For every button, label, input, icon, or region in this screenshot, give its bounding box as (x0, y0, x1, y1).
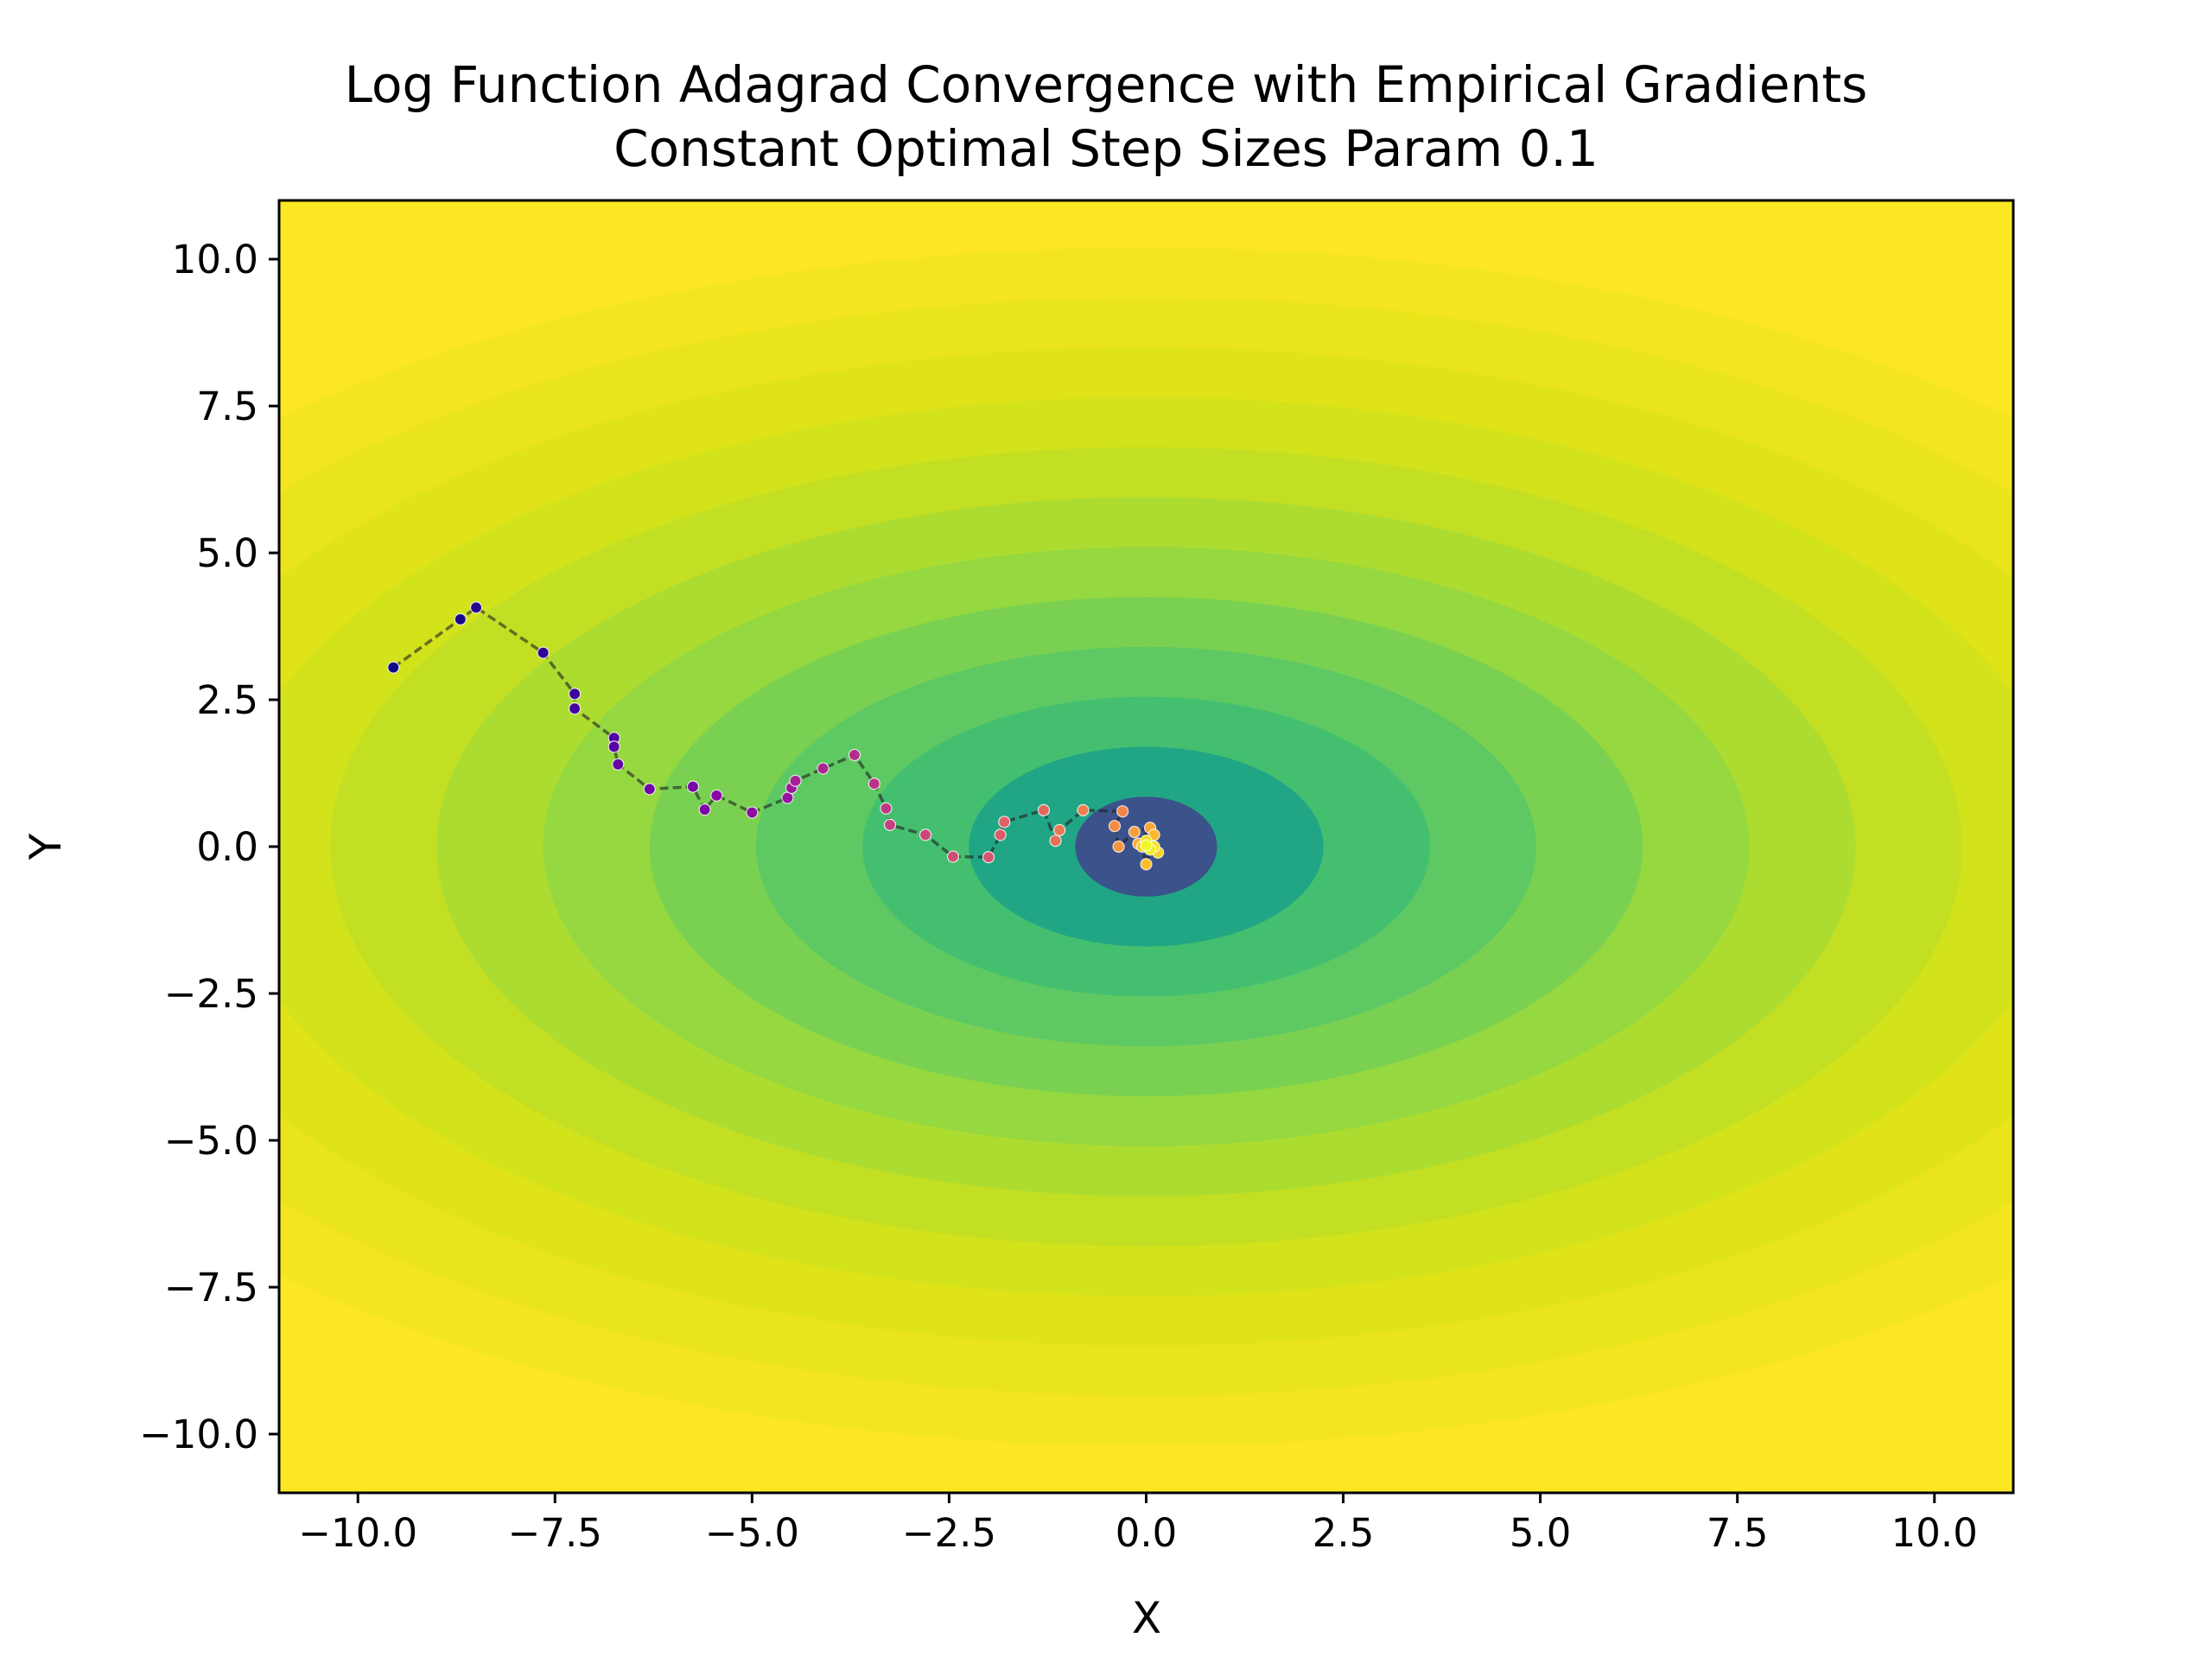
x-tick-label: 0.0 (1116, 1510, 1178, 1556)
y-tick-label: 0.0 (196, 824, 258, 870)
y-axis-label: Y (21, 833, 71, 860)
x-axis: −10.0 −7.5 −5.0 −2.5 0.0 2.5 5.0 7.5 10.0 (298, 1493, 1978, 1556)
iterate-point (643, 783, 656, 796)
iterate-point (789, 774, 802, 787)
y-tick-label: −7.5 (164, 1265, 258, 1311)
iterate-point (868, 778, 880, 790)
iterate-point (612, 758, 625, 771)
iterate-point (880, 802, 893, 815)
y-tick-label: 10.0 (172, 237, 258, 282)
iterate-point (817, 762, 830, 775)
x-tick-label: 5.0 (1510, 1510, 1572, 1556)
iterate-point (710, 789, 723, 802)
iterate-point (569, 702, 582, 715)
iterate-point (998, 816, 1011, 828)
iterate-point (883, 818, 897, 831)
y-axis: −10.0 −7.5 −5.0 −2.5 0.0 2.5 5.0 7.5 10.0 (139, 237, 279, 1457)
chart-subtitle: Constant Optimal Step Sizes Param 0.1 (613, 119, 1599, 178)
iterate-point (1140, 858, 1153, 871)
iterate-point (1053, 823, 1066, 837)
iterate-point (848, 748, 861, 762)
iterate-point (982, 851, 995, 864)
y-tick-label: −2.5 (164, 971, 258, 1017)
iterate-point (1077, 803, 1090, 816)
iterate-point (1140, 839, 1153, 852)
y-tick-label: 2.5 (196, 677, 258, 723)
x-tick-label: 2.5 (1313, 1510, 1375, 1556)
x-tick-label: 7.5 (1707, 1510, 1769, 1556)
iterate-point (1112, 840, 1125, 854)
iterate-point (469, 601, 483, 614)
iterate-markers (387, 601, 1165, 871)
iterate-point (994, 828, 1007, 841)
iterate-point (1037, 803, 1051, 816)
iterate-point (698, 803, 711, 816)
iterate-point (569, 688, 582, 701)
contour-background (279, 200, 2013, 1493)
iterate-point (1128, 825, 1141, 839)
iterate-point (746, 806, 759, 819)
x-tick-label: −2.5 (902, 1510, 996, 1556)
iterate-point (686, 780, 700, 793)
iterate-point (1049, 835, 1062, 847)
iterate-point (607, 740, 620, 753)
iterate-point (537, 646, 550, 659)
iterate-point (454, 613, 467, 625)
iterate-point (1108, 820, 1122, 833)
iterate-point (387, 661, 400, 674)
y-tick-label: −10.0 (139, 1412, 258, 1457)
x-tick-label: −5.0 (705, 1510, 799, 1556)
chart-title: Log Function Adagrad Convergence with Em… (345, 55, 1868, 114)
y-tick-label: 5.0 (196, 530, 258, 576)
x-tick-label: −10.0 (298, 1510, 417, 1556)
x-axis-label: X (1132, 1593, 1161, 1643)
x-tick-label: 10.0 (1891, 1510, 1978, 1556)
iterate-point (918, 828, 932, 841)
y-tick-label: −5.0 (164, 1118, 258, 1164)
iterate-point (1116, 805, 1129, 818)
iterate-point (946, 850, 960, 863)
x-tick-label: −7.5 (508, 1510, 602, 1556)
y-tick-label: 7.5 (196, 384, 258, 429)
